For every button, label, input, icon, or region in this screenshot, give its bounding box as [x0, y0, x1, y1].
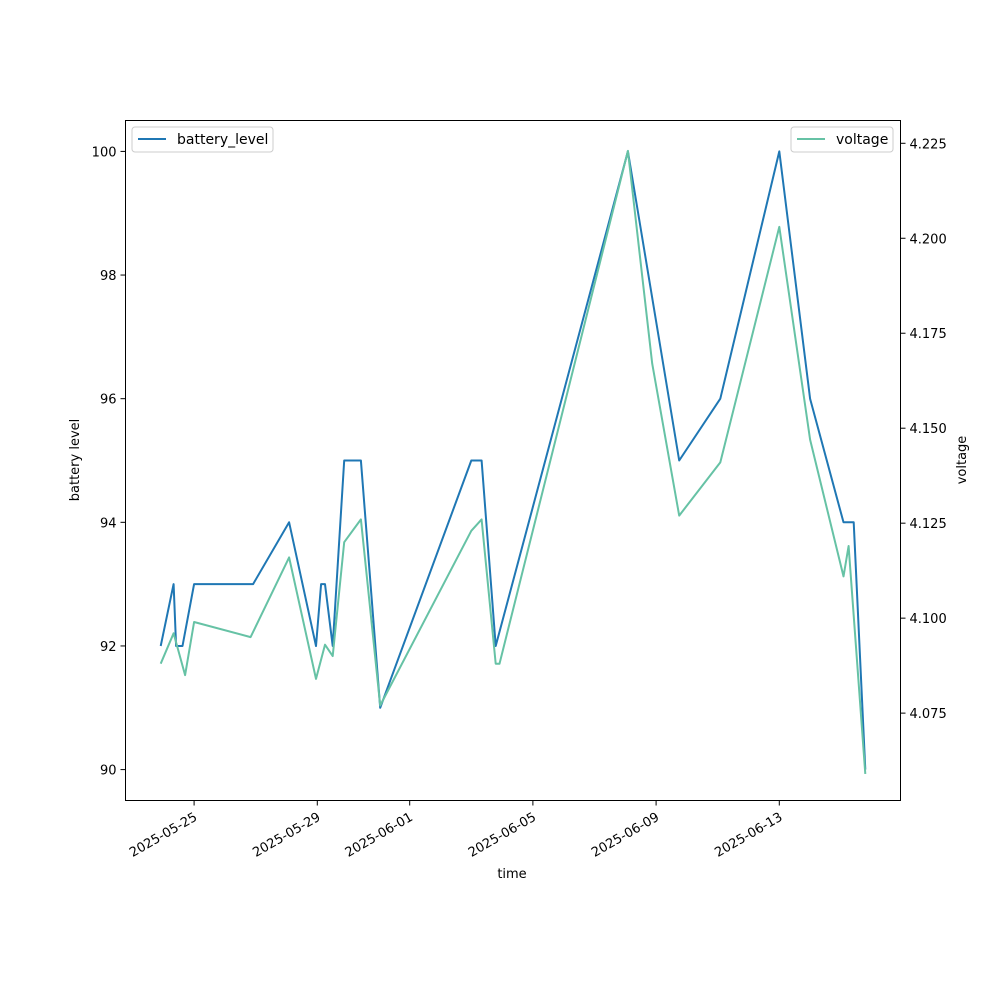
plot-area [125, 120, 901, 801]
x-tick-label: 2025-05-25 [127, 810, 200, 861]
legend-label: battery_level [177, 132, 268, 148]
y2-tick-label: 4.100 [910, 612, 947, 627]
y-tick-label: 100 [92, 145, 117, 160]
y2-axis-label: voltage [955, 436, 970, 485]
x-axis: 2025-05-25 2025-05-29 2025-06-01 2025-06-05… [127, 800, 785, 861]
axes-frame [125, 120, 901, 801]
series-line-battery-level [159, 150, 867, 770]
x-tick-label: 2025-06-13 [712, 810, 785, 861]
y-tick-label: 94 [100, 516, 117, 531]
x-tick-label: 2025-06-09 [589, 810, 662, 861]
y-tick-label: 96 [100, 393, 117, 408]
y-axis-label: battery level [68, 419, 83, 502]
x-axis-label: time [497, 867, 526, 882]
y-axis-right: 4.075 4.100 4.125 4.150 4.175 4.200 4.225 [900, 137, 947, 722]
legend-box [131, 126, 274, 153]
x-tick-label: 2025-06-05 [466, 810, 539, 861]
x-tick-label: 2025-05-29 [250, 810, 323, 861]
series-line-voltage [159, 149, 867, 774]
y2-tick-label: 4.225 [910, 137, 947, 152]
y2-tick-label: 4.125 [910, 517, 947, 532]
x-tick-label: 2025-06-01 [343, 810, 416, 861]
y2-tick-label: 4.175 [910, 327, 947, 342]
y2-tick-label: 4.200 [910, 232, 947, 247]
y-tick-label: 92 [100, 640, 117, 655]
y2-tick-label: 4.150 [910, 422, 947, 437]
series-layer [159, 149, 867, 774]
legend-box [790, 126, 894, 153]
y-axis-left: 90 92 94 96 98 100 [92, 145, 126, 779]
y-tick-label: 90 [100, 764, 117, 779]
legend-label: voltage [836, 132, 888, 148]
y-tick-label: 98 [100, 269, 117, 284]
y2-tick-label: 4.075 [910, 707, 947, 722]
legend-voltage: voltage [790, 126, 894, 153]
legend-battery-level: battery_level [131, 126, 274, 153]
